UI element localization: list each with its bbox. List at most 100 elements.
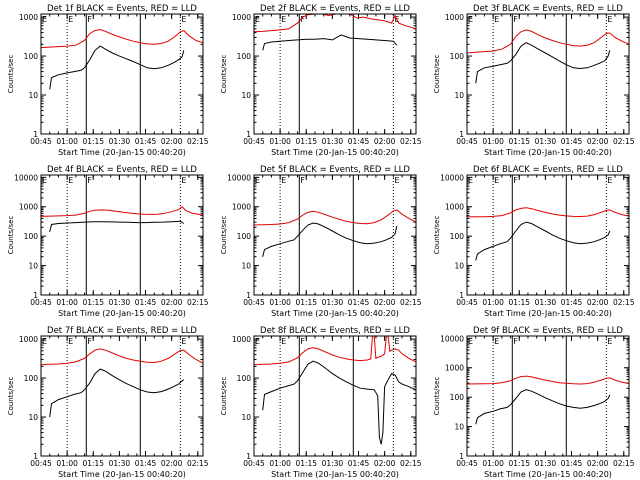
region-label: E (607, 337, 612, 346)
panel-title: Det 6f BLACK = Events, RED = LLD (473, 165, 623, 175)
region-label-left: E (255, 15, 260, 24)
y-tick-label: 10000 (227, 173, 251, 182)
y-tick-label: 1000 (445, 364, 464, 373)
x-tick-label: 01:00 (56, 459, 78, 468)
region-label: F (87, 337, 92, 346)
x-tick-label: 01:30 (109, 137, 131, 146)
y-tick-label: 100 (24, 232, 39, 241)
y-axis-label: Counts/sec (220, 216, 228, 255)
panel-title: Det 9f BLACK = Events, RED = LLD (473, 326, 623, 336)
y-tick-label: 1000 (19, 203, 38, 212)
x-tick-label: 01:45 (561, 298, 583, 307)
x-tick-label: 00:45 (243, 137, 265, 146)
x-tick-label: 02:15 (613, 137, 635, 146)
x-tick-label: 01:45 (135, 459, 157, 468)
panel-det-6: Det 6f BLACK = Events, RED = LLD Start Ti… (433, 165, 635, 318)
x-tick-label: 01:45 (135, 137, 157, 146)
y-axis-label: Counts/sec (433, 377, 441, 416)
panel-det-3: Det 3f BLACK = Events, RED = LLD Start Ti… (433, 4, 635, 157)
x-tick-label: 01:30 (322, 137, 344, 146)
y-tick-label: 1000 (232, 203, 251, 212)
x-tick-label: 02:00 (374, 459, 396, 468)
x-tick-label: 01:00 (482, 137, 504, 146)
plot-frame (466, 335, 630, 457)
plot-frame (253, 335, 417, 457)
x-tick-label: 02:15 (400, 137, 422, 146)
panel-det-8: Det 8f BLACK = Events, RED = LLD Start Ti… (220, 326, 422, 479)
x-tick-label: 02:15 (400, 459, 422, 468)
series-events-line (475, 42, 611, 84)
panel-det-2: Det 2f BLACK = Events, RED = LLD Start Ti… (220, 4, 422, 157)
region-label: E (607, 15, 612, 24)
y-axis-label: Counts/sec (433, 216, 441, 255)
series-events-line (49, 220, 185, 233)
x-tick-label: 01:15 (508, 137, 530, 146)
region-label: F (300, 176, 305, 185)
y-axis-label: Counts/sec (220, 377, 228, 416)
x-tick-label: 01:30 (109, 459, 131, 468)
region-label: E (394, 337, 399, 346)
x-axis-label: Start Time (20-Jan-15 00:40:20) (484, 148, 612, 157)
x-axis-label: Start Time (20-Jan-15 00:40:20) (271, 309, 399, 318)
x-tick-label: 01:45 (135, 298, 157, 307)
panel-det-1: Det 1f BLACK = Events, RED = LLD Start Ti… (7, 4, 209, 157)
x-tick-label: 00:45 (30, 459, 52, 468)
x-tick-label: 02:15 (613, 298, 635, 307)
plot-frame (40, 335, 204, 457)
region-label: E (181, 176, 186, 185)
region-label: F (300, 337, 305, 346)
region-label: F (300, 15, 305, 24)
plot-frame (253, 174, 417, 296)
x-axis-label: Start Time (20-Jan-15 00:40:20) (271, 470, 399, 479)
x-tick-label: 01:00 (269, 137, 291, 146)
y-tick-label: 10 (241, 91, 251, 100)
y-tick-label: 100 (450, 52, 465, 61)
x-tick-label: 01:30 (322, 298, 344, 307)
x-tick-label: 02:00 (587, 298, 609, 307)
x-tick-label: 01:30 (535, 298, 557, 307)
panel-title: Det 4f BLACK = Events, RED = LLD (47, 165, 197, 175)
region-label-left: E (42, 176, 47, 185)
region-label: E (281, 176, 286, 185)
x-tick-label: 01:15 (82, 298, 104, 307)
x-tick-label: 01:15 (82, 137, 104, 146)
series-events-line (262, 360, 417, 445)
series-lld-line (40, 348, 204, 366)
x-tick-label: 01:30 (535, 459, 557, 468)
y-tick-label: 1000 (445, 13, 464, 22)
x-tick-label: 01:30 (109, 298, 131, 307)
series-lld-line (253, 13, 417, 33)
region-label: F (87, 15, 92, 24)
series-lld-line (466, 207, 630, 218)
y-axis-label: Counts/sec (7, 377, 15, 416)
x-tick-label: 00:45 (456, 459, 478, 468)
y-tick-label: 10 (454, 423, 464, 432)
x-axis-label: Start Time (20-Jan-15 00:40:20) (484, 309, 612, 318)
series-lld-line (40, 206, 204, 217)
region-label: F (513, 176, 518, 185)
y-tick-label: 10 (241, 413, 251, 422)
series-lld-line (40, 28, 204, 49)
y-tick-label: 1000 (445, 203, 464, 212)
y-tick-label: 100 (24, 374, 39, 383)
region-label: E (494, 337, 499, 346)
x-tick-label: 01:00 (56, 298, 78, 307)
panel-title: Det 7f BLACK = Events, RED = LLD (47, 326, 197, 336)
y-tick-label: 10 (28, 413, 38, 422)
x-tick-label: 02:15 (187, 298, 209, 307)
panel-title: Det 3f BLACK = Events, RED = LLD (473, 4, 623, 14)
region-label-left: E (255, 337, 260, 346)
x-tick-label: 01:15 (295, 298, 317, 307)
y-tick-label: 1 (33, 291, 38, 300)
y-axis-label: Counts/sec (220, 55, 228, 94)
x-tick-label: 00:45 (30, 298, 52, 307)
x-tick-label: 02:15 (613, 459, 635, 468)
y-tick-label: 1 (33, 130, 38, 139)
x-tick-label: 01:30 (322, 459, 344, 468)
series-events-line (49, 368, 185, 418)
region-label-left: E (42, 337, 47, 346)
x-tick-label: 01:45 (348, 137, 370, 146)
panel-det-4: Det 4f BLACK = Events, RED = LLD Start Ti… (7, 165, 209, 318)
y-tick-label: 100 (450, 232, 465, 241)
series-lld-line (253, 335, 417, 366)
